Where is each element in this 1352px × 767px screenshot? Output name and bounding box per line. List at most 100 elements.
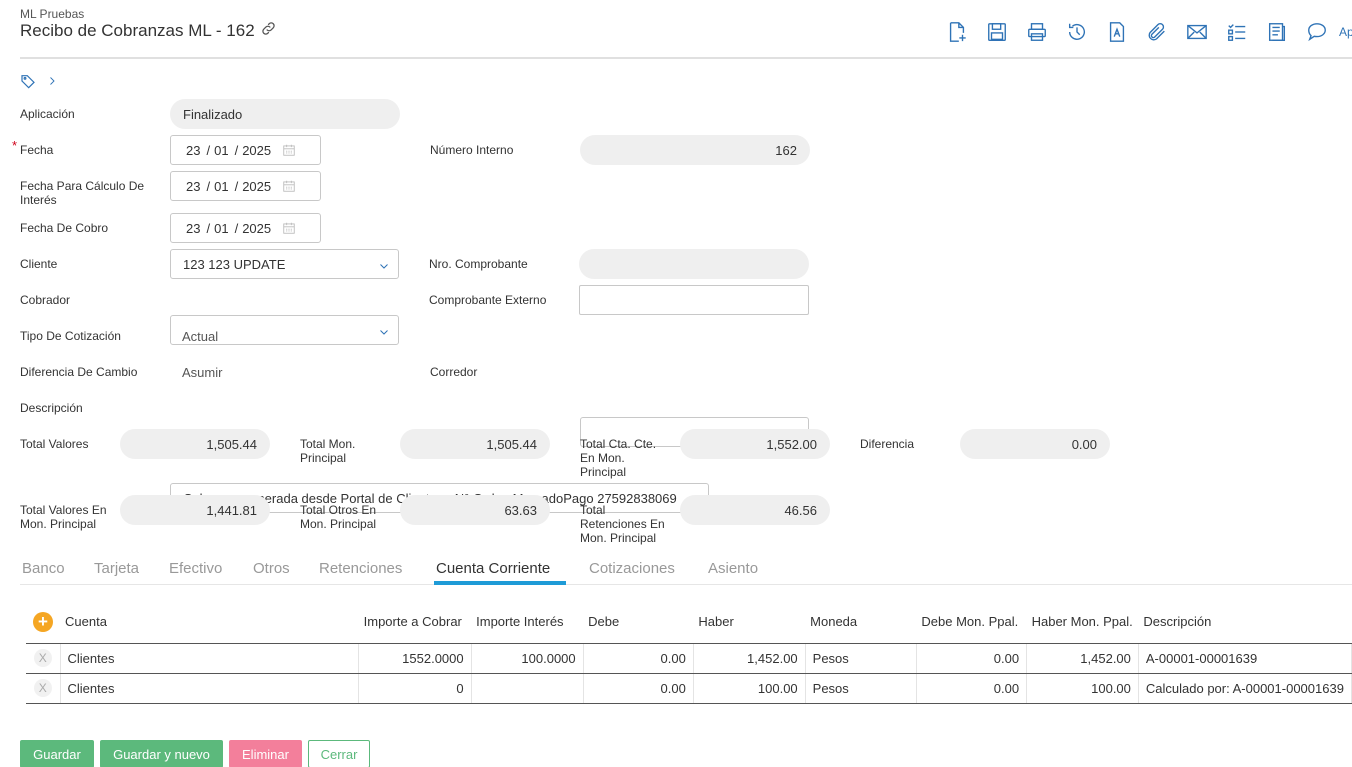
guardar-button[interactable]: Guardar: [20, 740, 94, 767]
checklist-icon[interactable]: [1225, 20, 1249, 44]
table-cell[interactable]: 0.00: [916, 643, 1028, 674]
aplicacion-label: Aplicación: [20, 107, 75, 121]
tab-cotizaciones[interactable]: Cotizaciones: [589, 560, 675, 577]
save-icon[interactable]: [985, 20, 1009, 44]
diferencia-cambio-value: Asumir: [182, 365, 223, 380]
table-row: X Clientes 0 0.00 100.00 Pesos 0.00 100.…: [26, 673, 1352, 704]
total-cta-cte-label: Total Cta. Cte. En Mon. Principal: [580, 437, 657, 479]
diferencia-cambio-label: Diferencia De Cambio: [20, 365, 138, 379]
nro-comprobante-field: [579, 249, 809, 279]
table-cell[interactable]: Calculado por: A-00001-00001639: [1138, 673, 1352, 704]
numero-interno-field: 162: [580, 135, 810, 165]
table-cell[interactable]: Clientes: [60, 673, 360, 704]
cliente-value: 123 123 UPDATE: [183, 256, 286, 272]
guardar-y-nuevo-button[interactable]: Guardar y nuevo: [100, 740, 223, 767]
numero-interno-label: Número Interno: [430, 143, 514, 157]
mail-icon[interactable]: [1185, 20, 1209, 44]
fecha-day[interactable]: 23: [186, 142, 201, 158]
chevron-down-icon[interactable]: [378, 326, 390, 338]
print-icon[interactable]: [1025, 20, 1049, 44]
tab-otros[interactable]: Otros: [253, 560, 290, 577]
tag-icon[interactable]: [20, 73, 36, 92]
tab-banco[interactable]: Banco: [22, 560, 65, 577]
chevron-down-icon[interactable]: [378, 260, 390, 272]
fecha-date-input[interactable]: 23/01/2025: [170, 135, 321, 165]
table-cell[interactable]: [471, 673, 584, 704]
fecha-interes-month[interactable]: 01: [214, 178, 229, 194]
table-cell[interactable]: 1552.0000: [358, 643, 472, 674]
table-cell[interactable]: Pesos: [805, 673, 917, 704]
comment-icon[interactable]: [1305, 20, 1329, 44]
fecha-interes-day[interactable]: 23: [186, 178, 201, 194]
chevron-right-icon[interactable]: [46, 74, 58, 91]
table-cell[interactable]: A-00001-00001639: [1138, 643, 1352, 674]
calendar-icon[interactable]: [282, 143, 296, 157]
aplicacion-field: Finalizado: [170, 99, 400, 129]
cobrador-select[interactable]: [170, 315, 399, 345]
new-document-icon[interactable]: [945, 20, 969, 44]
required-marker: *: [12, 138, 18, 153]
remove-row-button[interactable]: X: [33, 649, 52, 667]
cliente-select[interactable]: 123 123 UPDATE: [170, 249, 399, 279]
fecha-month[interactable]: 01: [214, 142, 229, 158]
total-otros-label: Total Otros En Mon. Principal: [300, 503, 377, 531]
fecha-cobro-year[interactable]: 2025: [242, 220, 272, 236]
eliminar-button[interactable]: Eliminar: [229, 740, 302, 767]
nro-comprobante-label: Nro. Comprobante: [429, 257, 528, 271]
cerrar-button[interactable]: Cerrar: [308, 740, 370, 767]
fecha-label: * Fecha: [12, 139, 54, 158]
fecha-cobro-date-input[interactable]: 23/01/2025: [170, 213, 321, 243]
table-cell[interactable]: 0.00: [916, 673, 1028, 704]
column-header: Importe a Cobrar: [358, 601, 472, 644]
calendar-icon[interactable]: [282, 221, 296, 235]
tipo-cotizacion-label: Tipo De Cotización: [20, 329, 121, 343]
column-header: Moneda: [805, 601, 917, 644]
history-icon[interactable]: [1065, 20, 1089, 44]
tab-cuenta-corriente[interactable]: Cuenta Corriente: [436, 560, 551, 577]
table-cell[interactable]: Pesos: [805, 643, 917, 674]
text-document-icon[interactable]: [1105, 20, 1129, 44]
cobrador-label: Cobrador: [20, 293, 71, 307]
table-cell[interactable]: 100.00: [1026, 673, 1139, 704]
descripcion-label: Descripción: [20, 401, 83, 415]
more-actions-link[interactable]: Ap: [1339, 25, 1352, 39]
total-cta-cte-field: 1,552.00: [680, 429, 830, 459]
table-cell[interactable]: Clientes: [60, 643, 360, 674]
table-cell[interactable]: 0: [358, 673, 472, 704]
table-cell[interactable]: 100.0000: [471, 643, 584, 674]
table-cell[interactable]: 100.00: [693, 673, 806, 704]
cuenta-corriente-table: + Cuenta Importe a Cobrar Importe Interé…: [26, 601, 1352, 704]
attachment-icon[interactable]: [1145, 20, 1169, 44]
total-valores-field: 1,505.44: [120, 429, 270, 459]
tab-efectivo[interactable]: Efectivo: [169, 560, 223, 577]
comprobante-externo-label: Comprobante Externo: [429, 293, 547, 307]
link-icon[interactable]: [260, 20, 277, 42]
fecha-year[interactable]: 2025: [242, 142, 272, 158]
tab-asiento[interactable]: Asiento: [708, 560, 759, 577]
report-icon[interactable]: [1265, 20, 1289, 44]
tab-retenciones[interactable]: Retenciones: [319, 560, 403, 577]
fecha-interes-date-input[interactable]: 23/01/2025: [170, 171, 321, 201]
column-header: Debe: [583, 601, 694, 644]
column-header: Cuenta: [60, 601, 359, 644]
table-cell[interactable]: 0.00: [583, 643, 694, 674]
fecha-cobro-day[interactable]: 23: [186, 220, 201, 236]
remove-row-button[interactable]: X: [33, 679, 52, 697]
tag-row: [20, 73, 58, 92]
table-cell[interactable]: 1,452.00: [1026, 643, 1139, 674]
tab-tarjeta[interactable]: Tarjeta: [94, 560, 140, 577]
add-row-button[interactable]: +: [33, 611, 53, 632]
table-cell[interactable]: 1,452.00: [693, 643, 806, 674]
toolbar: Ap: [945, 20, 1352, 44]
total-retenciones-label: Total Retenciones En Mon. Principal: [580, 503, 665, 545]
fecha-interes-year[interactable]: 2025: [242, 178, 272, 194]
column-header: Haber Mon. Ppal.: [1026, 601, 1139, 644]
fecha-cobro-month[interactable]: 01: [214, 220, 229, 236]
calendar-icon[interactable]: [282, 179, 296, 193]
cliente-label: Cliente: [20, 257, 58, 271]
total-otros-field: 63.63: [400, 495, 550, 525]
comprobante-externo-input[interactable]: [579, 285, 809, 315]
fecha-label-text: Fecha: [20, 143, 54, 157]
table-cell[interactable]: 0.00: [583, 673, 694, 704]
total-mon-principal-field: 1,505.44: [400, 429, 550, 459]
